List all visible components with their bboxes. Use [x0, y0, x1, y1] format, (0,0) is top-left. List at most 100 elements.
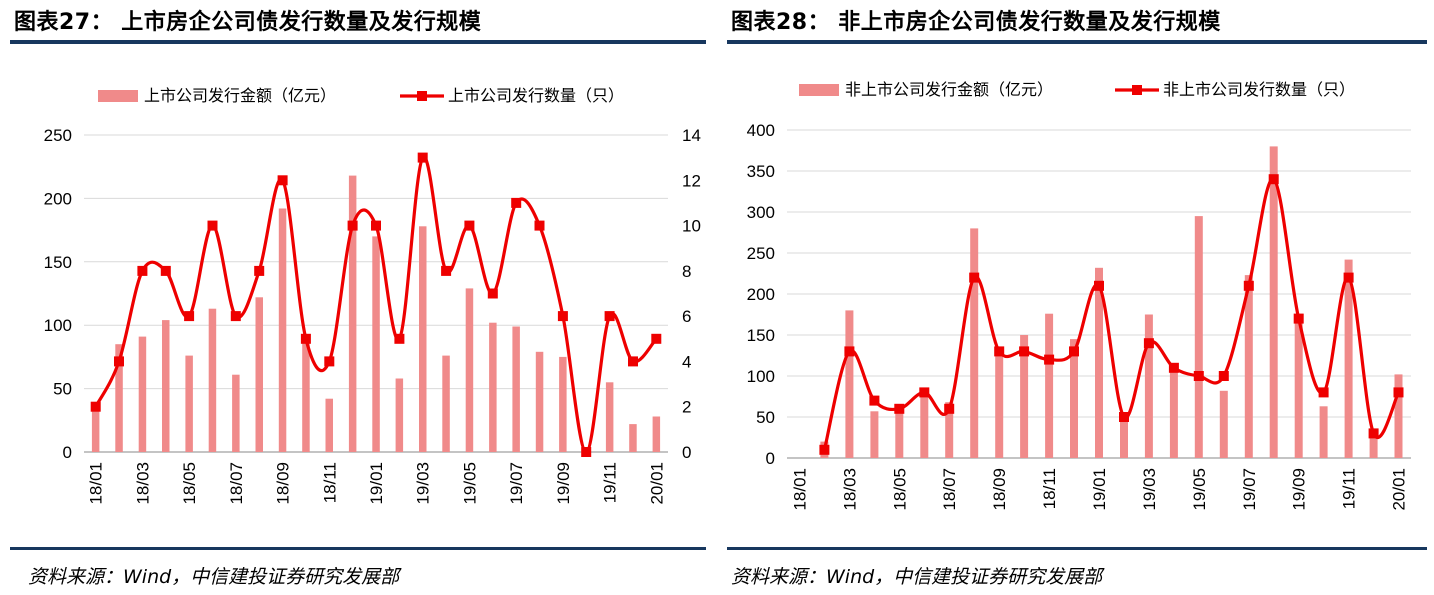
bar [1294, 318, 1303, 458]
bar [1319, 406, 1328, 458]
chart-panel-listed: 图表27： 上市房企公司债发行数量及发行规模 0 50 100 150 200 250 0 2… [10, 10, 706, 588]
x-tick-label: 19/01 [367, 462, 386, 505]
x-tick-label: 19/01 [1090, 468, 1109, 511]
legend-label: 上市公司发行金额（亿元） [144, 86, 336, 105]
bar [605, 382, 614, 452]
line-point [1218, 371, 1229, 381]
line-point [184, 311, 195, 322]
y-left-tick-label: 50 [53, 380, 72, 399]
x-tick-label: 18/01 [87, 462, 106, 505]
bar [138, 336, 147, 452]
bar [895, 408, 904, 458]
y-left-tick-label: 250 [44, 126, 72, 145]
line-point [1393, 387, 1404, 398]
line-point [1343, 272, 1354, 283]
line-point [90, 401, 101, 412]
line-point [1293, 313, 1304, 324]
x-tick-label: 19/09 [1290, 468, 1309, 511]
line-point [254, 265, 265, 276]
line-point [487, 288, 498, 299]
bar [395, 378, 404, 452]
bar [185, 355, 193, 452]
x-tick-label: 19/07 [507, 462, 526, 505]
line-point [994, 346, 1005, 357]
legend-label: 非上市公司发行金额（亿元） [845, 80, 1053, 99]
source-note: 资料来源：Wind，中信建投证券研究发展部 [28, 566, 400, 588]
y-left-tick-label: 150 [44, 253, 72, 272]
bar [1394, 374, 1403, 458]
chart-unlisted: 0 50 100 150 200 250 300 350 400 18/01 18/03 18/05 1… [747, 80, 1411, 511]
y-left-tick-label: 400 [747, 121, 775, 140]
legend-label: 非上市公司发行数量（只） [1163, 80, 1355, 99]
bar [1045, 313, 1054, 458]
line-point [324, 356, 335, 367]
bar [115, 344, 123, 452]
line-point [1044, 354, 1055, 365]
line-point [207, 220, 218, 231]
x-tick-label: 19/03 [1140, 468, 1159, 511]
bar [255, 297, 263, 452]
y-left-tick-label: 300 [747, 203, 775, 222]
line-point [1094, 280, 1104, 291]
line-point [1268, 174, 1279, 185]
x-tick-label: 20/01 [647, 462, 666, 505]
x-tick-label: 18/09 [274, 462, 293, 505]
line-point [1168, 362, 1179, 373]
y-left-tick-label: 100 [747, 367, 775, 386]
legend-line-marker [1132, 85, 1142, 95]
x-tick-label: 18/03 [133, 462, 152, 505]
x-tick-label: 18/03 [840, 468, 859, 511]
source-rule [10, 547, 706, 550]
y-left-tick-label: 100 [44, 316, 72, 335]
x-tick-label: 18/11 [320, 462, 339, 503]
y-right-tick-label: 12 [682, 171, 701, 190]
bar [1344, 259, 1353, 458]
bar [845, 310, 854, 458]
bar [870, 411, 879, 458]
bar [489, 322, 497, 452]
x-tick-label: 19/11 [601, 462, 620, 503]
chart-panel-unlisted: 图表28： 非上市房企公司债发行数量及发行规模 0 50 100 150 200 250 3… [717, 0, 1434, 595]
line-point [581, 447, 592, 457]
y-right-tick-label: 14 [682, 126, 701, 145]
x-tick-label: 20/01 [1390, 468, 1409, 511]
line-point [969, 272, 980, 283]
line-point [869, 395, 880, 406]
bar [970, 228, 979, 458]
line-point [160, 265, 171, 276]
line-point [534, 220, 545, 231]
line-point [1318, 387, 1329, 398]
bar [465, 288, 474, 452]
line-point [628, 356, 638, 367]
bar [1144, 314, 1153, 458]
line-point [1019, 346, 1030, 357]
line-point [651, 333, 662, 344]
title-rule [727, 40, 1427, 44]
line-point [464, 220, 475, 231]
y-left-tick-label: 250 [747, 244, 775, 263]
bar [629, 424, 637, 452]
bar [1369, 437, 1378, 458]
source-note: 资料来源：Wind，中信建投证券研究发展部 [731, 566, 1103, 588]
bar [442, 355, 450, 452]
chart-title: 图表28： 非上市房企公司债发行数量及发行规模 [731, 10, 1221, 35]
x-tick-label: 18/11 [1040, 468, 1059, 509]
line-point [347, 220, 358, 231]
x-tick-label: 18/07 [940, 468, 959, 511]
chart-title: 图表27： 上市房企公司债发行数量及发行规模 [14, 10, 482, 35]
bar [419, 226, 427, 452]
y-right-tick-label: 6 [682, 307, 691, 326]
x-tick-label: 19/07 [1240, 468, 1259, 511]
line-point [604, 311, 615, 322]
bar [278, 208, 287, 452]
x-tick-label: 18/09 [990, 468, 1009, 511]
y-left-tick-label: 200 [44, 189, 72, 208]
series-line [822, 177, 1400, 451]
title-rule [10, 40, 706, 44]
bar [91, 407, 100, 452]
line-point [919, 387, 930, 398]
line-point [1119, 412, 1129, 422]
bar [920, 392, 929, 458]
y-right-tick-label: 8 [682, 262, 691, 281]
x-tick-label: 18/05 [180, 462, 199, 505]
